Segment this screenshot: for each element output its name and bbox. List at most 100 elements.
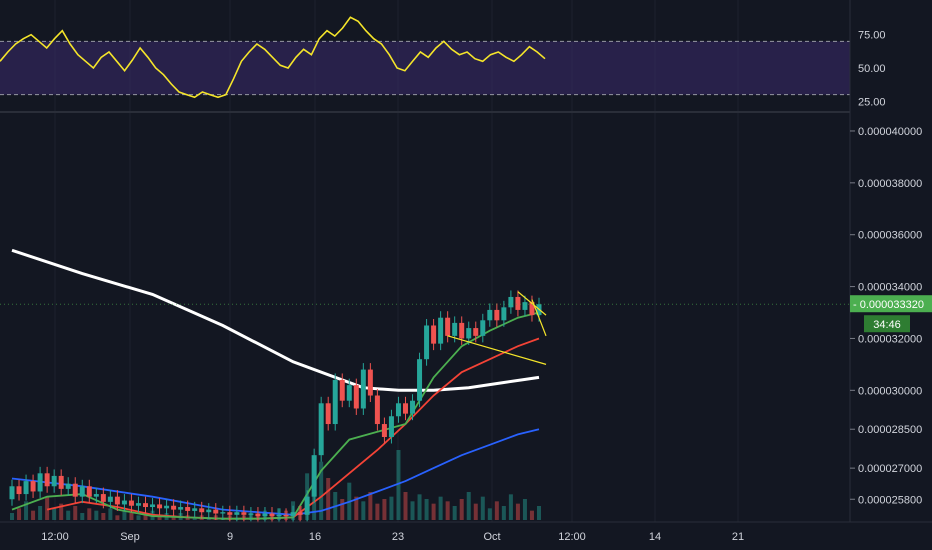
volume-bar (466, 492, 471, 520)
candle-body (346, 385, 352, 401)
candle-body (410, 400, 416, 414)
price-tick-label: 0.000032000 (858, 333, 922, 345)
candle-body (121, 500, 127, 505)
candle-body (234, 512, 240, 515)
volume-bar (522, 499, 527, 520)
volume-bar (192, 517, 197, 520)
candle-body (157, 504, 163, 509)
candle-body (44, 473, 50, 487)
candle-body (452, 322, 458, 336)
trend-line[interactable] (447, 335, 547, 365)
candle-body (178, 507, 184, 510)
candle-body (381, 424, 387, 438)
volume-bar (101, 513, 106, 520)
volume-bar (136, 515, 141, 520)
candle-body (480, 320, 486, 336)
candle-body (522, 302, 528, 310)
volume-bar (368, 492, 373, 520)
candle-body (93, 494, 99, 497)
volume-bar (508, 494, 513, 520)
volume-bar (354, 496, 359, 520)
candle-body (86, 486, 92, 497)
volume-bar (417, 494, 422, 520)
price-tick-label: 0.000025800 (858, 494, 922, 506)
volume-bar (31, 510, 36, 520)
candle-body (164, 505, 170, 509)
candle-body (501, 307, 507, 321)
candle-body (290, 512, 296, 517)
candle-body (16, 486, 22, 495)
time-tick-label: 14 (649, 531, 661, 543)
candle-body (269, 513, 275, 517)
candle-body (65, 483, 71, 489)
volume-bar (375, 503, 380, 520)
volume-bar (473, 503, 478, 520)
volume-bar (94, 510, 99, 520)
volume-bar (326, 478, 331, 520)
volume-bar (529, 510, 534, 520)
volume-bar (501, 506, 506, 520)
rsi-pane[interactable] (0, 16, 850, 99)
candle-body (220, 512, 226, 514)
volume-bar (340, 499, 345, 520)
candle-body (360, 369, 366, 409)
candle-body (487, 309, 493, 321)
candle-body (283, 514, 289, 517)
rsi-tick-label: 75.00 (858, 30, 886, 42)
candle-body (332, 379, 338, 425)
candle-body (417, 359, 423, 401)
volume-bar (73, 506, 78, 520)
rsi-line (0, 16, 546, 99)
volume-bar (115, 515, 120, 520)
last-price-badge (850, 295, 932, 313)
volume-bar (431, 503, 436, 520)
volume-bar (382, 499, 387, 520)
candle-body (311, 455, 317, 497)
candle-body (143, 503, 149, 508)
candle-body (135, 503, 141, 506)
volume-bar (87, 508, 92, 520)
candle-body (114, 496, 120, 505)
candle-body (494, 309, 500, 321)
volume-bar (445, 501, 450, 520)
candle-body (353, 385, 359, 409)
time-tick-label: 16 (309, 531, 321, 543)
volume-bar (80, 513, 85, 520)
candle-body (128, 500, 134, 506)
trend-line[interactable] (531, 299, 547, 337)
candle-body (30, 481, 36, 492)
volume-bar (17, 508, 22, 520)
candle-body (171, 505, 177, 510)
candle-body (508, 296, 514, 308)
candle-body (227, 512, 233, 515)
price-tick-label: 0.000040000 (858, 126, 922, 138)
candle-body (529, 302, 535, 316)
volume-bar (480, 496, 485, 520)
volume-bar (52, 508, 57, 520)
candle-body (255, 513, 261, 517)
volume-bar (452, 506, 457, 520)
candle-body (107, 496, 113, 502)
volume-bar (157, 515, 162, 520)
candle-body (304, 496, 310, 515)
candle-body (192, 508, 198, 511)
volume-bar (515, 503, 520, 520)
volume-bar (66, 510, 71, 520)
volume-bar (410, 501, 415, 520)
candle-body (37, 473, 43, 492)
candle-body (395, 403, 401, 417)
candle-body (339, 379, 345, 401)
candle-body (515, 296, 521, 310)
volume-bar (537, 506, 541, 520)
candle-body (72, 483, 78, 497)
time-tick-label: 12:00 (41, 531, 69, 543)
volume-bar (24, 501, 29, 520)
volume-bar (389, 496, 394, 520)
time-tick-label: 21 (732, 531, 744, 543)
volume-bar (45, 496, 50, 520)
volume-bar (438, 496, 443, 520)
candle-body (431, 325, 437, 344)
price-pane[interactable] (0, 248, 850, 523)
trend-line[interactable] (517, 291, 547, 316)
